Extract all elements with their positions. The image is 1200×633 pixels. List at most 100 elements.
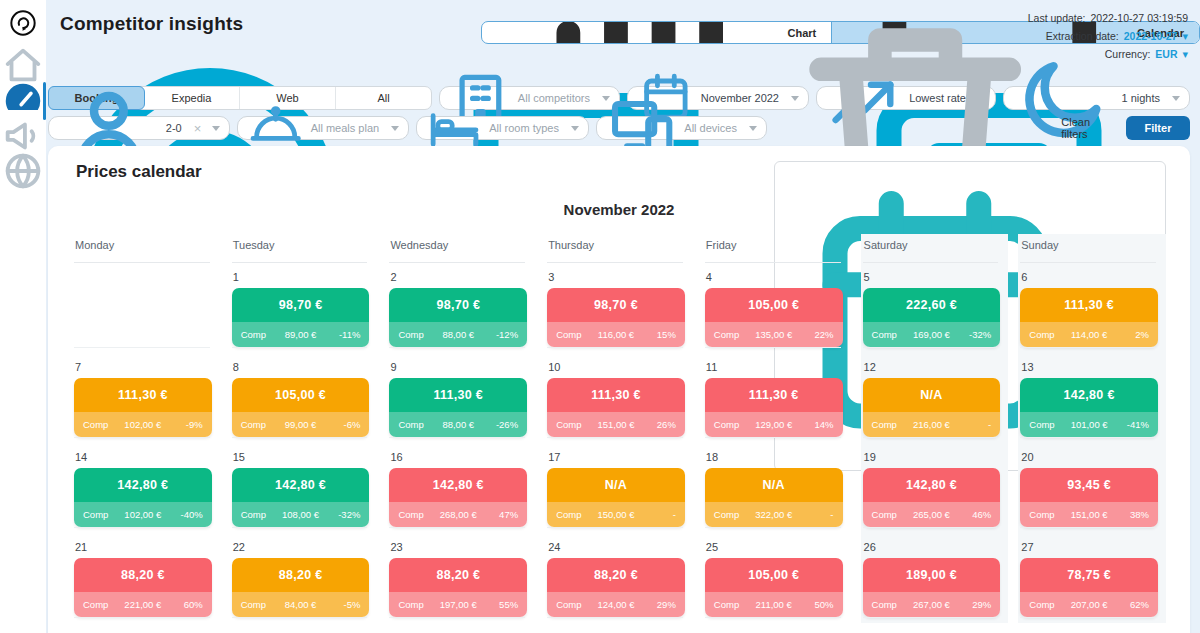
chevron-down-icon[interactable]: ▾ xyxy=(1182,31,1188,41)
comp-price: 88,00 € xyxy=(434,419,482,430)
sidebar-item-dashboard[interactable] xyxy=(0,88,46,114)
room-types-select[interactable]: All room types xyxy=(416,116,589,140)
price-card-day-18[interactable]: N/AComp322,00 €- xyxy=(705,468,843,527)
extraction-date-value[interactable]: 2022-10-27 xyxy=(1124,27,1178,45)
sidebar-item-announcements[interactable] xyxy=(0,123,46,149)
price-card-day-13[interactable]: 142,80 €Comp101,00 €-41% xyxy=(1020,378,1158,437)
price-card-day-9[interactable]: 111,30 €Comp88,00 €-26% xyxy=(389,378,527,437)
own-price: 105,00 € xyxy=(705,558,843,592)
day-cell-6: 6111,30 €Comp114,00 €2% xyxy=(1018,263,1166,353)
own-price: 111,30 € xyxy=(389,378,527,412)
comp-price: 150,00 € xyxy=(592,509,640,520)
filter-button[interactable]: Filter xyxy=(1126,116,1190,140)
diff-percent: -41% xyxy=(1113,419,1149,430)
price-card-day-10[interactable]: 111,30 €Comp151,00 €26% xyxy=(547,378,685,437)
competitor-row: Comp151,00 €26% xyxy=(547,412,685,437)
diff-percent: 29% xyxy=(955,599,991,610)
day-number: 21 xyxy=(75,541,212,553)
price-card-day-7[interactable]: 111,30 €Comp102,00 €-9% xyxy=(74,378,212,437)
comp-label: Comp xyxy=(714,599,750,610)
diff-percent: 29% xyxy=(640,599,676,610)
day-cell-8: 8105,00 €Comp99,00 €-6% xyxy=(230,353,378,443)
price-card-day-8[interactable]: 105,00 €Comp99,00 €-6% xyxy=(232,378,370,437)
price-card-day-5[interactable]: 222,60 €Comp169,00 €-32% xyxy=(863,288,1001,347)
price-card-day-2[interactable]: 98,70 €Comp88,00 €-12% xyxy=(389,288,527,347)
competitor-row: Comp267,00 €29% xyxy=(863,592,1001,617)
competitor-row: Comp150,00 €- xyxy=(547,502,685,527)
price-card-day-11[interactable]: 111,30 €Comp129,00 €14% xyxy=(705,378,843,437)
price-card-day-21[interactable]: 88,20 €Comp221,00 €60% xyxy=(74,558,212,617)
price-card-day-24[interactable]: 88,20 €Comp124,00 €29% xyxy=(547,558,685,617)
diff-percent: 55% xyxy=(482,599,518,610)
row-divider xyxy=(389,527,525,528)
day-number: 4 xyxy=(706,271,843,283)
price-card-day-26[interactable]: 189,00 €Comp267,00 €29% xyxy=(863,558,1001,617)
price-card-day-25[interactable]: 105,00 €Comp211,00 €50% xyxy=(705,558,843,617)
chevron-down-icon[interactable]: ▾ xyxy=(1182,49,1188,59)
competitor-row: Comp124,00 €29% xyxy=(547,592,685,617)
devices-select[interactable]: All devices xyxy=(596,116,767,140)
diff-percent: 46% xyxy=(955,509,991,520)
row-divider xyxy=(705,437,841,438)
own-price: N/A xyxy=(705,468,843,502)
price-card-day-22[interactable]: 88,20 €Comp84,00 €-5% xyxy=(232,558,370,617)
day-cell-7: 7111,30 €Comp102,00 €-9% xyxy=(72,353,220,443)
day-number: 15 xyxy=(233,451,370,463)
page-title: Competitor insights xyxy=(60,13,243,35)
day-cell-18: 18N/AComp322,00 €- xyxy=(703,443,851,533)
price-card-day-20[interactable]: 93,45 €Comp151,00 €38% xyxy=(1020,468,1158,527)
competitor-row: Comp84,00 €-5% xyxy=(232,592,370,617)
day-cell-16: 16142,80 €Comp268,00 €47% xyxy=(387,443,535,533)
day-number: 13 xyxy=(1021,361,1158,373)
logo-icon[interactable] xyxy=(9,9,37,37)
competitor-row: Comp99,00 €-6% xyxy=(232,412,370,437)
comp-label: Comp xyxy=(872,599,908,610)
own-price: 93,45 € xyxy=(1020,468,1158,502)
comp-label: Comp xyxy=(714,509,750,520)
day-cell-26: 26189,00 €Comp267,00 €29% xyxy=(861,533,1009,623)
price-card-day-16[interactable]: 142,80 €Comp268,00 €47% xyxy=(389,468,527,527)
day-cell-21: 21 88,20 €Comp221,00 €60% xyxy=(72,533,220,623)
sidebar-item-global[interactable] xyxy=(0,158,46,184)
price-card-day-19[interactable]: 142,80 €Comp265,00 €46% xyxy=(863,468,1001,527)
comp-label: Comp xyxy=(1029,419,1065,430)
row-divider xyxy=(705,617,841,618)
channel-tab-all[interactable]: All xyxy=(336,87,431,109)
price-card-day-6[interactable]: 111,30 €Comp114,00 €2% xyxy=(1020,288,1158,347)
price-card-day-27[interactable]: 78,75 €Comp207,00 €62% xyxy=(1020,558,1158,617)
row-divider xyxy=(705,347,841,348)
own-price: 111,30 € xyxy=(705,378,843,412)
currency-value[interactable]: EUR xyxy=(1155,45,1177,63)
diff-percent: -12% xyxy=(482,329,518,340)
competitor-row: Comp102,00 €-40% xyxy=(74,502,212,527)
price-card-day-1[interactable]: 98,70 €Comp89,00 €-11% xyxy=(232,288,370,347)
row-divider xyxy=(232,347,368,348)
comp-label: Comp xyxy=(398,329,434,340)
price-card-day-23[interactable]: 88,20 €Comp197,00 €55% xyxy=(389,558,527,617)
price-card-day-4[interactable]: 105,00 €Comp135,00 €22% xyxy=(705,288,843,347)
diff-percent: 47% xyxy=(482,509,518,520)
day-cell-27: 2778,75 €Comp207,00 €62% xyxy=(1018,533,1166,623)
occupancy-select[interactable]: 2-0 × xyxy=(48,116,230,140)
competitor-row: Comp207,00 €62% xyxy=(1020,592,1158,617)
comp-price: 267,00 € xyxy=(907,599,955,610)
competitor-row: Comp102,00 €-9% xyxy=(74,412,212,437)
price-card-day-12[interactable]: N/AComp216,00 €- xyxy=(863,378,1001,437)
clear-icon[interactable]: × xyxy=(194,122,202,135)
comp-price: 169,00 € xyxy=(907,329,955,340)
day-number: 24 xyxy=(548,541,685,553)
day-number: 9 xyxy=(390,361,527,373)
comp-label: Comp xyxy=(241,329,277,340)
price-card-day-3[interactable]: 98,70 €Comp116,00 €15% xyxy=(547,288,685,347)
diff-percent: - xyxy=(955,419,991,430)
meals-select[interactable]: All meals plan xyxy=(237,116,409,140)
day-number: 17 xyxy=(548,451,685,463)
price-card-day-14[interactable]: 142,80 €Comp102,00 €-40% xyxy=(74,468,212,527)
day-cell-15: 15 142,80 €Comp108,00 €-32% xyxy=(230,443,378,533)
diff-percent: -9% xyxy=(167,419,203,430)
diff-percent: -11% xyxy=(324,329,360,340)
competitor-row: Comp265,00 €46% xyxy=(863,502,1001,527)
price-card-day-17[interactable]: N/AComp150,00 €- xyxy=(547,468,685,527)
comp-price: 221,00 € xyxy=(119,599,167,610)
price-card-day-15[interactable]: 142,80 €Comp108,00 €-32% xyxy=(232,468,370,527)
